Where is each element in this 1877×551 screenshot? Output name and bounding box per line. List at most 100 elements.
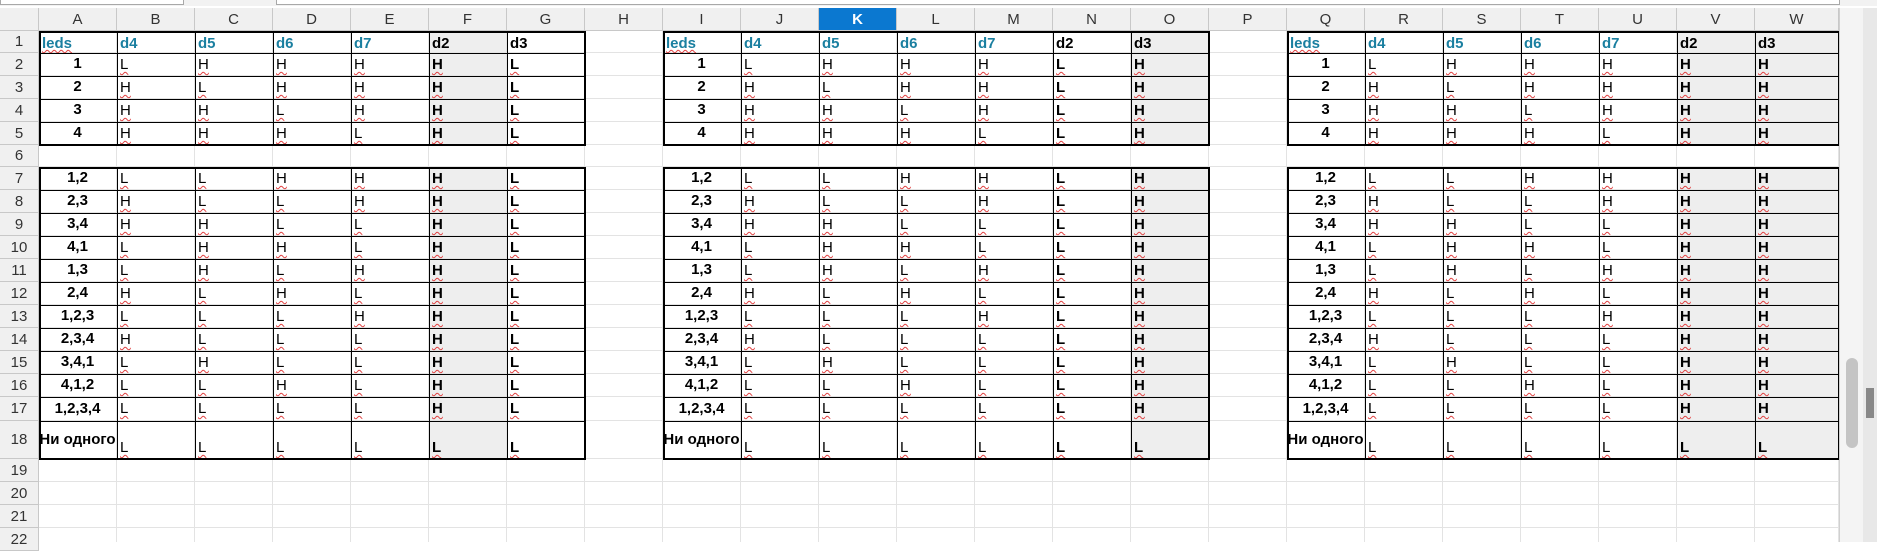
table1-value-cell[interactable]: H [429,397,507,421]
table1-value-cell[interactable]: L [117,397,195,421]
table1-led-label[interactable]: 1 [39,53,117,76]
table2-value-cell[interactable]: L [741,236,819,259]
grid-cell[interactable] [585,213,663,236]
grid-cell[interactable] [819,459,897,482]
column-header-c[interactable]: C [195,8,273,31]
grid-cell[interactable] [1209,31,1287,53]
grid-cell[interactable] [1209,482,1287,505]
table1-value-cell[interactable]: H [273,236,351,259]
table1-value-cell[interactable]: L [195,421,273,459]
table2-value-cell[interactable]: L [741,305,819,328]
table2-value-cell[interactable]: L [819,167,897,190]
grid-cell[interactable] [585,421,663,459]
grid-cell[interactable] [1209,259,1287,282]
table1-header-d2[interactable]: d2 [429,31,507,53]
table2-value-cell[interactable]: L [1053,305,1131,328]
table1-value-cell[interactable]: L [273,351,351,374]
row-header-2[interactable]: 2 [0,53,39,76]
grid-cell[interactable] [195,528,273,542]
row-header-22[interactable]: 22 [0,528,39,551]
table2-value-cell[interactable]: L [975,213,1053,236]
table3-value-cell[interactable]: L [1521,259,1599,282]
grid-cell[interactable] [39,528,117,542]
table3-value-cell[interactable]: H [1755,282,1839,305]
table3-value-cell[interactable]: L [1599,122,1677,145]
table3-value-cell[interactable]: H [1443,53,1521,76]
table3-value-cell[interactable]: H [1755,122,1839,145]
table2-value-cell[interactable]: L [1053,122,1131,145]
table3-value-cell[interactable]: H [1677,213,1755,236]
grid-cell[interactable] [1521,459,1599,482]
grid-cell[interactable] [273,482,351,505]
grid-cell[interactable] [741,145,819,167]
table3-led-label[interactable]: 4 [1287,122,1365,145]
table2-value-cell[interactable]: H [741,328,819,351]
grid-cell[interactable] [1209,53,1287,76]
column-header-f[interactable]: F [429,8,507,31]
table1-value-cell[interactable]: L [507,76,585,99]
grid-cell[interactable] [195,505,273,528]
table2-value-cell[interactable]: H [819,213,897,236]
grid-cell[interactable] [585,236,663,259]
table3-value-cell[interactable]: L [1599,374,1677,397]
table2-value-cell[interactable]: L [741,374,819,397]
table2-value-cell[interactable]: L [1053,213,1131,236]
grid-cell[interactable] [1209,190,1287,213]
grid-cell[interactable] [1209,374,1287,397]
table2-value-cell[interactable]: H [819,236,897,259]
table1-value-cell[interactable]: L [273,213,351,236]
table2-value-cell[interactable]: L [897,351,975,374]
grid-cell[interactable] [585,505,663,528]
grid-cell[interactable] [1755,459,1839,482]
table3-led-label[interactable]: 1 [1287,53,1365,76]
grid-cell[interactable] [1287,459,1365,482]
grid-cell[interactable] [117,505,195,528]
table2-led-label[interactable]: 2,3,4 [663,328,741,351]
table2-value-cell[interactable]: L [897,259,975,282]
grid-cell[interactable] [429,482,507,505]
table2-value-cell[interactable]: H [741,282,819,305]
table2-value-cell[interactable]: L [741,259,819,282]
scrollbar-thumb[interactable] [1846,358,1858,448]
table3-value-cell[interactable]: L [1443,397,1521,421]
table3-value-cell[interactable]: H [1599,259,1677,282]
table2-value-cell[interactable]: H [1131,76,1209,99]
table1-value-cell[interactable]: L [351,213,429,236]
table1-value-cell[interactable]: H [273,374,351,397]
column-header-i[interactable]: I [663,8,741,31]
grid-cell[interactable] [585,482,663,505]
table2-value-cell[interactable]: L [1053,236,1131,259]
grid-cell[interactable] [897,459,975,482]
table1-value-cell[interactable]: L [117,305,195,328]
table3-value-cell[interactable]: L [1365,236,1443,259]
table2-value-cell[interactable]: H [975,99,1053,122]
table2-value-cell[interactable]: L [819,397,897,421]
table2-value-cell[interactable]: L [897,421,975,459]
table3-value-cell[interactable]: H [1365,213,1443,236]
table1-value-cell[interactable]: H [351,76,429,99]
table2-header-d3[interactable]: d3 [1131,31,1209,53]
table1-value-cell[interactable]: L [273,259,351,282]
grid-cell[interactable] [1287,528,1365,542]
column-header-j[interactable]: J [741,8,819,31]
table3-value-cell[interactable]: H [1677,259,1755,282]
table2-value-cell[interactable]: L [975,351,1053,374]
table3-value-cell[interactable]: L [1599,351,1677,374]
table3-header-d5[interactable]: d5 [1443,31,1521,53]
table3-header-d4[interactable]: d4 [1365,31,1443,53]
table3-value-cell[interactable]: H [1599,53,1677,76]
grid-cell[interactable] [975,505,1053,528]
table3-value-cell[interactable]: H [1365,76,1443,99]
grid-cell[interactable] [1677,145,1755,167]
row-header-5[interactable]: 5 [0,122,39,145]
table1-value-cell[interactable]: L [351,374,429,397]
row-header-18[interactable]: 18 [0,421,39,459]
column-header-h[interactable]: H [585,8,663,31]
grid-cell[interactable] [1521,145,1599,167]
table1-value-cell[interactable]: H [351,99,429,122]
grid-cell[interactable] [1131,528,1209,542]
table1-value-cell[interactable]: H [117,328,195,351]
grid-cell[interactable] [741,505,819,528]
table2-value-cell[interactable]: H [897,76,975,99]
grid-cell[interactable] [507,505,585,528]
